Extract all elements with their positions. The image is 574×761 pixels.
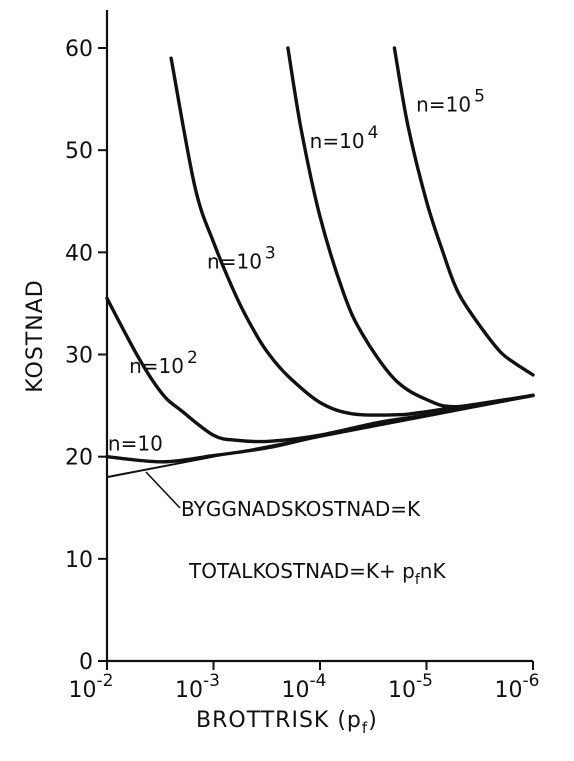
- x-tick-label-exponent: -6: [523, 671, 540, 691]
- annotation-text: n=10: [129, 354, 184, 378]
- construction-cost-label: BYGGNADSKOSTNAD=K: [181, 497, 421, 521]
- annotation-n10000: n=10 4: [310, 123, 379, 153]
- annotation-text: n=10: [310, 129, 365, 153]
- series-total-n-10000: [286, 46, 535, 409]
- x-tick-label-exponent: -3: [203, 671, 220, 691]
- x-tick-label--6: 10-6: [495, 671, 540, 703]
- x-tick-label-exponent: -4: [310, 671, 327, 691]
- x-axis-title: BROTTRISK (pf): [196, 708, 378, 737]
- total-cost-label-prefix: TOTALKOSTNAD=K+ p: [188, 559, 415, 583]
- series-total-n-100: [105, 296, 535, 444]
- x-tick-label-base: 10: [282, 678, 310, 703]
- annotation-n10: n=10: [108, 432, 163, 456]
- y-axis-title: KOSTNAD: [23, 279, 48, 392]
- x-tick-label-base: 10: [388, 678, 416, 703]
- total-cost-label: TOTALKOSTNAD=K+ pfnK: [188, 559, 446, 588]
- annotations: n=10n=10 2n=10 3n=10 4n=10 5: [108, 86, 485, 455]
- x-tick-label--4: 10-4: [282, 671, 327, 703]
- annotation-text: n=10: [207, 250, 262, 274]
- total-cost-label-suffix: nK: [420, 559, 447, 583]
- y-tick-label-10: 10: [65, 548, 93, 573]
- x-ticks: 10-2 10-3 10-4 10-5 10-6: [69, 661, 540, 703]
- y-tick-label-30: 30: [65, 344, 93, 369]
- x-tick-label-base: 10: [69, 678, 97, 703]
- x-tick-label-exponent: -2: [97, 671, 114, 691]
- annotation-n100000: n=10 5: [416, 86, 485, 116]
- x-axis-title-close: ): [368, 708, 378, 733]
- x-tick-label--2: 10-2: [69, 671, 114, 703]
- x-tick-label-base: 10: [175, 678, 203, 703]
- x-axis-title-main: BROTTRISK (p: [196, 708, 362, 733]
- annotation-exponent: 4: [368, 123, 379, 143]
- annotation-n100: n=10 2: [129, 348, 198, 378]
- x-tick-label--5: 10-5: [388, 671, 433, 703]
- annotation-text: n=10: [416, 92, 471, 116]
- x-tick-label--3: 10-3: [175, 671, 220, 703]
- x-tick-label-base: 10: [495, 678, 523, 703]
- series-group: [105, 46, 535, 479]
- y-tick-label-0: 0: [79, 650, 93, 675]
- x-tick-label-exponent: -5: [416, 671, 433, 691]
- y-tick-label-60: 60: [65, 37, 93, 62]
- total-cost-label-sub: f: [415, 572, 421, 588]
- annotation-exponent: 2: [187, 348, 198, 368]
- annotation-text: n=10: [108, 432, 163, 456]
- y-tick-label-20: 20: [65, 446, 93, 471]
- y-tick-label-40: 40: [65, 241, 93, 266]
- annotation-exponent: 3: [265, 244, 276, 264]
- annotation-exponent: 5: [474, 86, 485, 106]
- y-ticks: 0 10 20 30 40 50 60: [65, 37, 107, 675]
- construction-cost-leader-line: [145, 471, 181, 509]
- series-total-n-1000: [169, 56, 535, 417]
- y-tick-label-50: 50: [65, 139, 93, 164]
- annotation-n1000: n=10 3: [207, 244, 276, 274]
- series-total-n-100000: [392, 46, 535, 377]
- x-axis-title-sub: f: [362, 719, 368, 737]
